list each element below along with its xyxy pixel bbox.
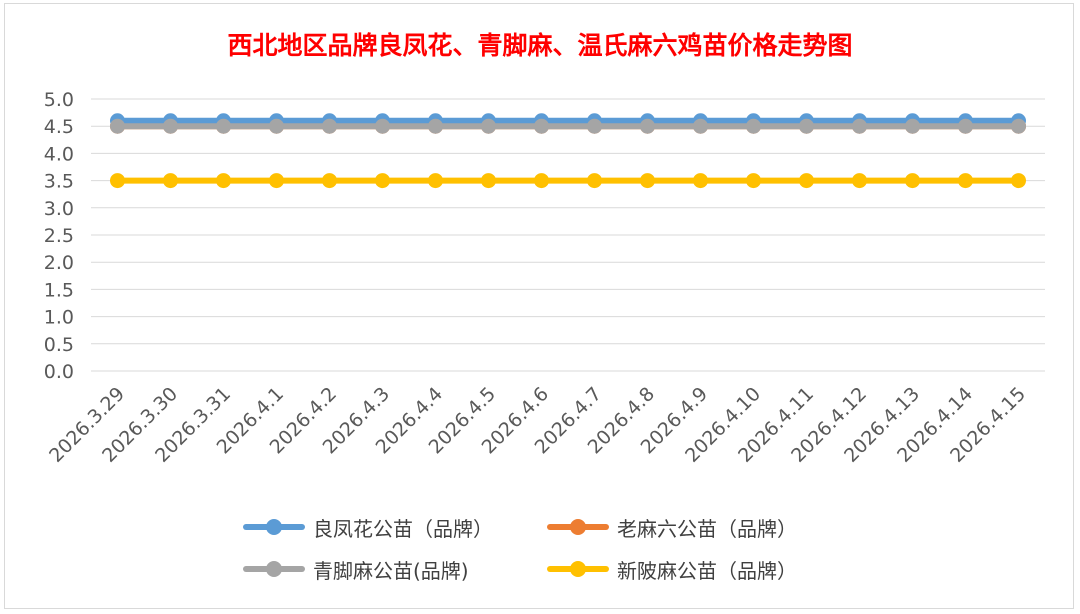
data-point — [799, 173, 814, 189]
legend-label-1: 良凤花公苗（品牌） — [313, 516, 493, 541]
legend-item-2[interactable]: 老麻六公苗（品牌） — [547, 512, 797, 542]
data-point — [587, 173, 602, 189]
data-point — [428, 173, 443, 189]
y-tick-label: 3.0 — [44, 198, 74, 220]
chart-title: 西北地区品牌良凤花、青脚麻、温氏麻六鸡苗价格走势图 — [227, 31, 853, 60]
data-point — [163, 173, 178, 189]
legend-label-2: 老麻六公苗（品牌） — [617, 516, 797, 541]
data-point — [110, 118, 125, 134]
y-tick-label: 4.5 — [44, 116, 74, 138]
data-point — [799, 118, 814, 134]
legend-swatch-3 — [243, 554, 305, 584]
legend-swatch-4 — [547, 554, 609, 584]
legend-label-3: 青脚麻公苗(品牌) — [313, 558, 469, 583]
data-point — [216, 118, 231, 134]
data-point — [746, 173, 761, 189]
y-tick-label: 1.5 — [44, 279, 74, 301]
y-tick-label: 5.0 — [44, 89, 74, 111]
y-tick-label: 3.5 — [44, 171, 74, 193]
data-point — [534, 118, 549, 134]
y-tick-label: 0.5 — [44, 334, 74, 356]
data-point — [693, 173, 708, 189]
data-point — [375, 173, 390, 189]
data-point — [852, 118, 867, 134]
data-point — [905, 118, 920, 134]
y-tick-label: 0.0 — [44, 361, 74, 383]
data-point — [375, 118, 390, 134]
data-point — [587, 118, 602, 134]
legend-item-4[interactable]: 新陂麻公苗（品牌） — [547, 554, 797, 584]
data-point — [958, 173, 973, 189]
data-point — [693, 118, 708, 134]
data-point — [905, 173, 920, 189]
data-point — [481, 173, 496, 189]
data-point — [110, 173, 125, 189]
data-point — [1011, 118, 1026, 134]
data-point — [640, 173, 655, 189]
chart-frame — [4, 3, 1074, 609]
y-tick-label: 2.5 — [44, 225, 74, 247]
data-point — [958, 118, 973, 134]
y-tick-label: 1.0 — [44, 307, 74, 329]
legend-item-3[interactable]: 青脚麻公苗(品牌) — [243, 554, 469, 584]
data-point — [216, 173, 231, 189]
data-point — [322, 118, 337, 134]
legend-item-1[interactable]: 良凤花公苗（品牌） — [243, 512, 493, 542]
data-point — [534, 173, 549, 189]
y-tick-label: 2.0 — [44, 252, 74, 274]
data-point — [852, 173, 867, 189]
legend-label-4: 新陂麻公苗（品牌） — [617, 558, 797, 583]
data-point — [269, 173, 284, 189]
legend-swatch-2 — [547, 512, 609, 542]
data-point — [746, 118, 761, 134]
legend-swatch-1 — [243, 512, 305, 542]
data-point — [269, 118, 284, 134]
data-point — [428, 118, 443, 134]
data-point — [322, 173, 337, 189]
data-point — [163, 118, 178, 134]
data-point — [640, 118, 655, 134]
data-point — [1011, 173, 1026, 189]
data-point — [481, 118, 496, 134]
y-tick-label: 4.0 — [44, 143, 74, 165]
